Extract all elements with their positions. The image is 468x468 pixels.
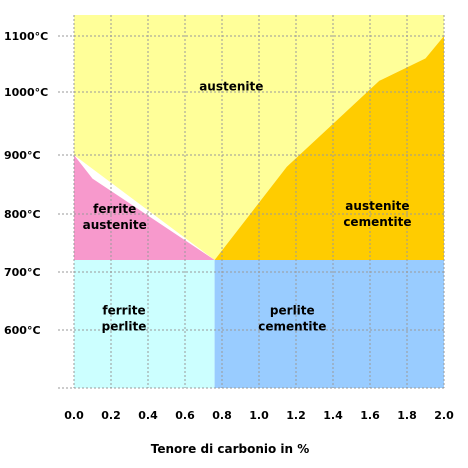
y-tick-label: 1000°C [4, 86, 48, 99]
region-label-austenite-cementite: austenite [345, 199, 409, 213]
x-tick-label: 0.0 [64, 409, 84, 422]
region-label-ferrite-perlite: perlite [102, 319, 147, 333]
x-tick-label: 0.2 [101, 409, 121, 422]
y-tick-label: 1100°C [4, 30, 48, 43]
grid-lines [58, 15, 445, 389]
region-label-ferrite-austenite: austenite [83, 218, 147, 232]
region-ferrite-perlite [74, 260, 215, 388]
x-axis-ticks: 0.0 0.2 0.4 0.6 0.8 1.0 1.2 1.4 1.6 1.8 2.0 [64, 409, 454, 422]
x-tick-label: 0.8 [212, 409, 232, 422]
region-label-austenite-cementite: cementite [343, 215, 411, 229]
x-axis-title: Tenore di carbonio in % [151, 442, 310, 456]
x-tick-label: 1.4 [323, 409, 343, 422]
x-tick-label: 1.6 [360, 409, 380, 422]
y-tick-label: 900°C [4, 149, 41, 162]
x-tick-label: 0.4 [138, 409, 158, 422]
x-tick-label: 1.0 [249, 409, 269, 422]
region-label-perlite-cementite: perlite [270, 303, 315, 317]
region-label-ferrite-austenite: ferrite [93, 202, 136, 216]
x-tick-label: 1.2 [286, 409, 306, 422]
region-label-austenite: austenite [199, 79, 263, 93]
y-tick-label: 800°C [4, 208, 41, 221]
x-tick-label: 1.8 [397, 409, 417, 422]
region-labels: austenite ferrite austenite austenite cement… [83, 79, 412, 333]
region-austenite [74, 15, 444, 260]
region-perlite-cementite [214, 260, 444, 388]
y-axis-ticks: 1100°C 1000°C 900°C 800°C 700°C 600°C [4, 30, 48, 337]
region-ferrite-austenite [74, 155, 215, 260]
x-tick-label: 0.6 [175, 409, 195, 422]
y-tick-label: 600°C [4, 324, 41, 337]
region-label-ferrite-perlite: ferrite [102, 303, 145, 317]
y-tick-label: 700°C [4, 266, 41, 279]
x-tick-label: 2.0 [434, 409, 454, 422]
region-label-perlite-cementite: cementite [258, 319, 326, 333]
